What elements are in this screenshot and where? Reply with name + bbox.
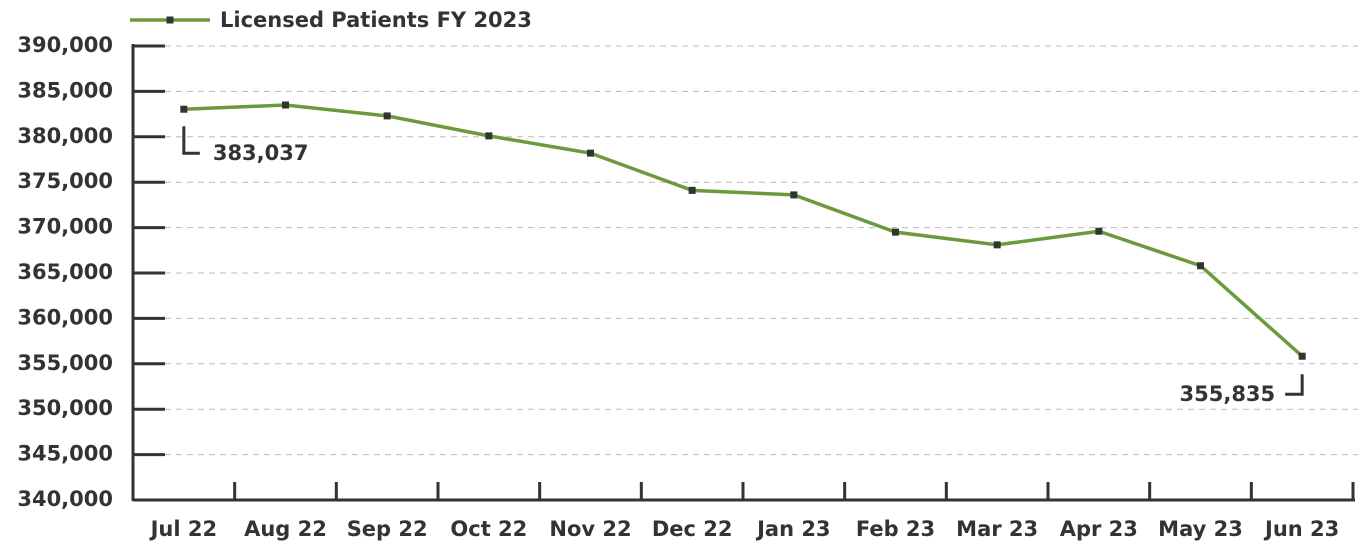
- point: [1298, 352, 1306, 360]
- y-tick-label: 360,000: [17, 305, 113, 329]
- point: [282, 101, 289, 109]
- y-tick-label: 345,000: [17, 442, 113, 466]
- y-tick-label: 370,000: [17, 215, 113, 239]
- y-tick-label: 365,000: [17, 260, 113, 284]
- point: [688, 186, 696, 194]
- point: [790, 191, 798, 199]
- y-tick-label: 340,000: [17, 487, 113, 511]
- value-label: 355,835: [1180, 382, 1276, 406]
- point: [1095, 227, 1103, 235]
- y-tick-label: 375,000: [17, 169, 113, 193]
- y-tick-label: 385,000: [17, 78, 113, 102]
- point: [180, 105, 188, 113]
- point: [383, 112, 391, 120]
- x-tick-label: Dec 22: [652, 517, 733, 541]
- legend-label: Licensed Patients FY 2023: [220, 8, 532, 32]
- line: [183, 103, 1304, 358]
- x-tick-label: Feb 23: [856, 517, 935, 541]
- point: [485, 132, 493, 140]
- x-tick-label: May 23: [1158, 517, 1243, 541]
- x-tick-label: Aug 22: [244, 517, 327, 541]
- x-tick-label: Oct 22: [450, 517, 527, 541]
- legend-marker: [166, 16, 174, 24]
- y-tick-label: 380,000: [17, 124, 113, 148]
- x-tick-label: Jul 22: [149, 517, 218, 541]
- x-tick-label: Sep 22: [347, 517, 428, 541]
- point: [587, 149, 594, 157]
- y-tick-label: 350,000: [17, 396, 113, 420]
- x-tick-label: Nov 22: [549, 517, 631, 541]
- point: [993, 241, 1001, 249]
- y-tick-label: 390,000: [17, 33, 113, 57]
- x-tick-label: Jun 23: [1263, 517, 1339, 541]
- point: [892, 228, 899, 236]
- x-tick-label: Mar 23: [956, 517, 1038, 541]
- y-tick-label: 355,000: [17, 351, 113, 375]
- label-bracket: [1285, 374, 1304, 396]
- label-bracket: [182, 126, 200, 155]
- x-tick-label: Apr 23: [1060, 517, 1138, 541]
- value-label: 383,037: [213, 141, 309, 165]
- x-tick-label: Jan 23: [755, 517, 830, 541]
- point: [1197, 262, 1204, 270]
